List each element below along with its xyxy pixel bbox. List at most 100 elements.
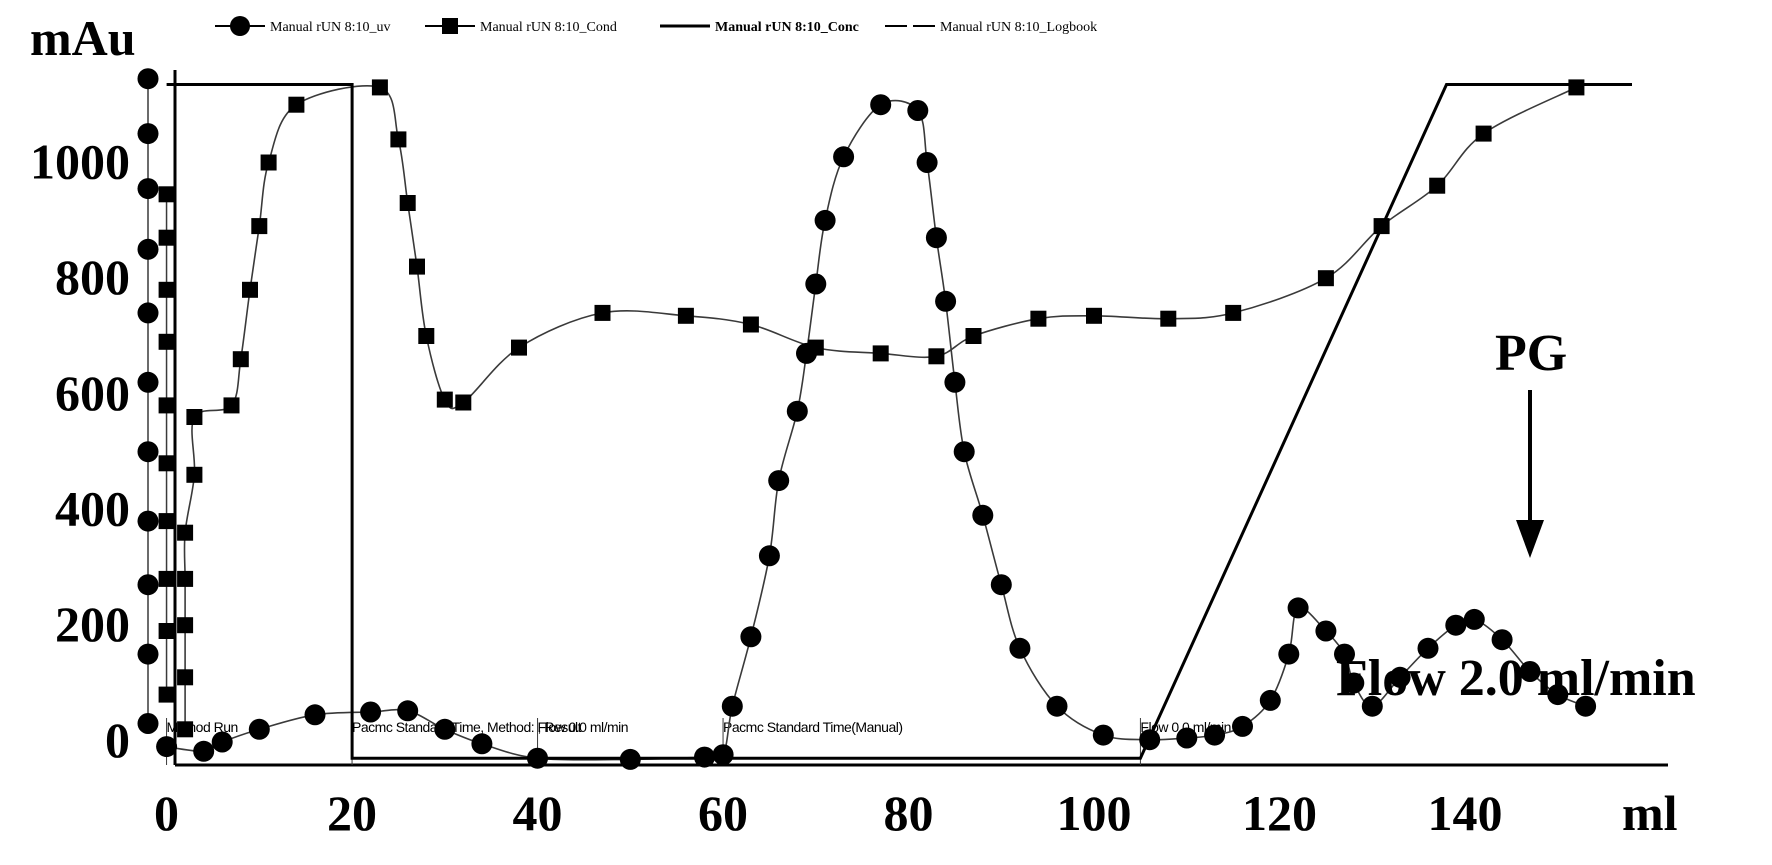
legend: Manual rUN 8:10_uv Manual rUN 8:10_Cond Ma… (215, 16, 1097, 36)
cond-point (158, 570, 175, 587)
cond-point (158, 229, 175, 246)
uv-point (1009, 637, 1031, 659)
cond-point (223, 397, 240, 414)
uv-point (137, 238, 159, 260)
uv-point (1046, 695, 1068, 717)
uv-point (1343, 672, 1365, 694)
cond-point (371, 79, 388, 96)
logbook-label: Flow 0.0 ml/min (538, 719, 629, 735)
uv-point (248, 718, 270, 740)
uv-point (1575, 695, 1597, 717)
uv-point (1445, 614, 1467, 636)
cond-point (928, 348, 945, 365)
x-tick-label: 20 (327, 785, 377, 841)
x-tick-label: 140 (1428, 785, 1503, 841)
series-markers (137, 68, 1597, 770)
cond-point (677, 307, 694, 324)
legend-item: Manual rUN 8:10_Conc (660, 20, 859, 35)
uv-point (1389, 666, 1411, 688)
cond-point (158, 397, 175, 414)
uv-point (1176, 727, 1198, 749)
uv-point (360, 701, 382, 723)
x-tick-label: 60 (698, 785, 748, 841)
cond-point (177, 570, 194, 587)
uv-point (1092, 724, 1114, 746)
legend-item: Manual rUN 8:10_Logbook (885, 20, 1097, 35)
uv-point (1204, 724, 1226, 746)
x-unit-label: ml (1622, 785, 1678, 841)
uv-point (193, 740, 215, 762)
x-tick-label: 120 (1242, 785, 1317, 841)
logbook-label: Pacmc Standard Time, Method: , Result (352, 719, 582, 735)
cond-point (242, 281, 258, 298)
legend-item: Manual rUN 8:10_Cond (425, 18, 617, 35)
cond-point (872, 345, 889, 362)
x-tick-labels: 0 20 40 60 80 100 120 140 (154, 785, 1503, 841)
uv-point (137, 68, 159, 90)
uv-point (1334, 643, 1355, 665)
cond-point (186, 466, 203, 483)
uv-point (935, 290, 957, 312)
cond-point (186, 409, 203, 425)
cond-point (399, 195, 416, 211)
uv-point (805, 273, 827, 295)
uv-point (434, 718, 456, 740)
uv-point (1259, 689, 1281, 711)
uv-point (137, 643, 159, 665)
cond-point (418, 328, 435, 344)
uv-point (870, 94, 892, 116)
uv-point (304, 704, 326, 726)
uv-point (768, 470, 790, 492)
cond-point (390, 131, 407, 148)
uv-point (712, 744, 734, 766)
legend-item: Manual rUN 8:10_uv (215, 16, 391, 36)
legend-label: Manual rUN 8:10_Conc (715, 20, 859, 35)
cond-point (409, 258, 425, 275)
legend-square-marker (442, 18, 458, 34)
cond-point (177, 524, 194, 541)
uv-point (137, 178, 159, 200)
uv-point (137, 123, 159, 145)
uv-point (397, 700, 419, 722)
cond-point (288, 96, 305, 113)
pg-annotation: PG (1495, 325, 1567, 558)
uv-point (814, 209, 836, 231)
cond-point (232, 351, 249, 368)
uv-point (1491, 629, 1513, 651)
logbook-label: Pacmc Standard Time(Manual) (723, 719, 902, 735)
cond-point (158, 686, 175, 703)
legend-label: Manual rUN 8:10_Cond (480, 20, 617, 35)
uv-point (1463, 608, 1485, 630)
uv-point (619, 748, 641, 770)
cond-point (177, 669, 194, 686)
cond-point (965, 328, 982, 344)
uv-point (833, 146, 855, 168)
x-tick-label: 0 (154, 785, 179, 841)
uv-point (740, 626, 762, 648)
cond-point (1317, 270, 1334, 287)
cond-point (594, 304, 611, 321)
x-tick-label: 40 (513, 785, 563, 841)
uv-point (137, 574, 159, 596)
pg-label: PG (1495, 325, 1567, 382)
y-tick-label: 600 (55, 365, 130, 421)
uv-point (1315, 620, 1337, 642)
uv-point (786, 400, 808, 422)
uv-point (916, 152, 938, 173)
cond-point (158, 513, 175, 530)
cond-point (158, 186, 175, 203)
uv-point (758, 545, 780, 567)
uv-point (137, 713, 159, 734)
cond-point (158, 281, 175, 298)
x-tick-label: 80 (884, 785, 934, 841)
uv-point (137, 302, 159, 324)
cond-point (177, 721, 194, 738)
cond-point (1429, 177, 1446, 194)
series-line-cond (183, 84, 1577, 730)
y-tick-label: 1000 (30, 134, 130, 190)
cond-point (1160, 310, 1177, 327)
y-tick-label: 800 (55, 249, 130, 305)
y-tick-labels: 0 200 400 600 800 1000 (30, 134, 130, 768)
y-tick-label: 400 (55, 481, 130, 537)
